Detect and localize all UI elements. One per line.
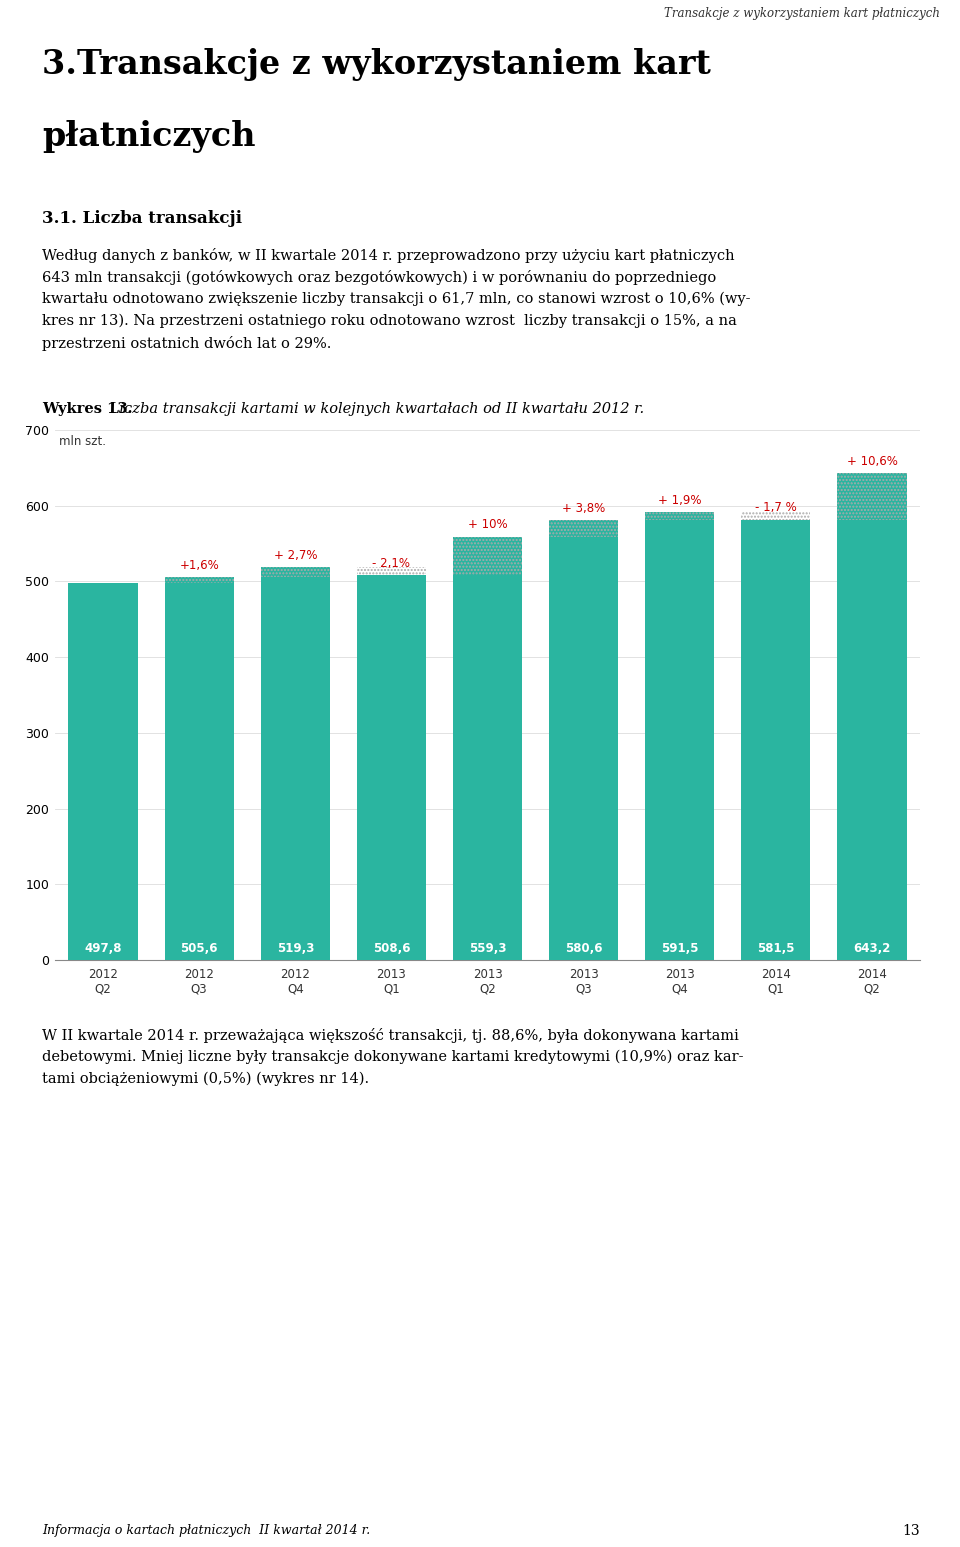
Text: Q4: Q4 (287, 982, 303, 996)
Text: Liczba transakcji kartami w kolejnych kwartałach od II kwartału 2012 r.: Liczba transakcji kartami w kolejnych kw… (105, 402, 644, 416)
Text: tami obciążeniowymi (0,5%) (wykres nr 14).: tami obciążeniowymi (0,5%) (wykres nr 14… (42, 1072, 370, 1086)
Text: + 1,9%: + 1,9% (658, 493, 702, 507)
Text: mln szt.: mln szt. (60, 435, 107, 449)
Text: 2012: 2012 (88, 968, 118, 981)
Text: Transakcje z wykorzystaniem kart płatniczych: Transakcje z wykorzystaniem kart płatnic… (664, 8, 940, 20)
Text: + 2,7%: + 2,7% (274, 549, 317, 562)
Text: + 3,8%: + 3,8% (562, 503, 605, 515)
Bar (453, 537, 522, 575)
Text: 505,6: 505,6 (180, 942, 218, 956)
Bar (837, 473, 906, 520)
Text: 581,5: 581,5 (757, 942, 795, 956)
Text: 508,6: 508,6 (372, 942, 410, 956)
Bar (837, 473, 906, 961)
Text: 2013: 2013 (665, 968, 695, 981)
Bar (357, 575, 426, 961)
Text: 2014: 2014 (857, 968, 887, 981)
Text: Q2: Q2 (479, 982, 496, 996)
Bar (261, 566, 330, 577)
Text: Q2: Q2 (864, 982, 880, 996)
Text: 3.1. Liczba transakcji: 3.1. Liczba transakcji (42, 210, 242, 227)
Bar (645, 512, 714, 961)
Text: Wykres 13.: Wykres 13. (42, 402, 132, 416)
Bar (261, 566, 330, 961)
Text: Q4: Q4 (671, 982, 688, 996)
Text: 580,6: 580,6 (564, 942, 602, 956)
Text: 2013: 2013 (376, 968, 406, 981)
Text: 643,2: 643,2 (853, 942, 891, 956)
Text: Według danych z banków, w II kwartale 2014 r. przeprowadzono przy użyciu kart pł: Według danych z banków, w II kwartale 20… (42, 248, 734, 263)
Text: 497,8: 497,8 (84, 942, 122, 956)
Bar (741, 520, 810, 961)
Text: debetowymi. Mniej liczne były transakcje dokonywane kartami kredytowymi (10,9%) : debetowymi. Mniej liczne były transakcje… (42, 1050, 743, 1064)
Text: kwartału odnotowano zwiększenie liczby transakcji o 61,7 mln, co stanowi wzrost : kwartału odnotowano zwiększenie liczby t… (42, 292, 751, 306)
Bar (549, 520, 618, 537)
Text: 13: 13 (902, 1524, 920, 1538)
Text: Q3: Q3 (575, 982, 592, 996)
Text: 2014: 2014 (761, 968, 791, 981)
Text: 2012: 2012 (280, 968, 310, 981)
Text: + 10%: + 10% (468, 518, 507, 531)
Bar (645, 512, 714, 520)
Text: Q3: Q3 (191, 982, 207, 996)
Text: płatniczych: płatniczych (42, 121, 255, 153)
Text: Q2: Q2 (95, 982, 111, 996)
Text: - 1,7 %: - 1,7 % (755, 501, 797, 515)
Text: +1,6%: +1,6% (180, 558, 219, 572)
Bar (453, 537, 522, 961)
Text: W II kwartale 2014 r. przeważająca większość transakcji, tj. 88,6%, była dokonyw: W II kwartale 2014 r. przeważająca więks… (42, 1029, 739, 1043)
Text: - 2,1%: - 2,1% (372, 557, 410, 569)
Text: 2012: 2012 (184, 968, 214, 981)
Bar (357, 566, 426, 575)
Text: 519,3: 519,3 (276, 942, 314, 956)
Text: 3.Transakcje z wykorzystaniem kart: 3.Transakcje z wykorzystaniem kart (42, 48, 710, 80)
Text: 559,3: 559,3 (468, 942, 506, 956)
Bar (741, 512, 810, 520)
Bar (164, 577, 234, 583)
Text: Q1: Q1 (767, 982, 784, 996)
Text: 643 mln transakcji (gotówkowych oraz bezgotówkowych) i w porównaniu do poprzedni: 643 mln transakcji (gotówkowych oraz bez… (42, 271, 716, 285)
Text: + 10,6%: + 10,6% (847, 455, 898, 467)
Text: Informacja o kartach płatniczych  II kwartał 2014 r.: Informacja o kartach płatniczych II kwar… (42, 1524, 371, 1538)
Bar (549, 520, 618, 961)
Text: 2013: 2013 (568, 968, 598, 981)
Text: 2013: 2013 (472, 968, 502, 981)
Bar (164, 577, 234, 961)
Text: przestrzeni ostatnich dwóch lat o 29%.: przestrzeni ostatnich dwóch lat o 29%. (42, 336, 331, 351)
Text: 591,5: 591,5 (661, 942, 699, 956)
Bar (68, 583, 137, 961)
Text: Q1: Q1 (383, 982, 399, 996)
Text: kres nr 13). Na przestrzeni ostatniego roku odnotowano wzrost  liczby transakcji: kres nr 13). Na przestrzeni ostatniego r… (42, 314, 737, 328)
